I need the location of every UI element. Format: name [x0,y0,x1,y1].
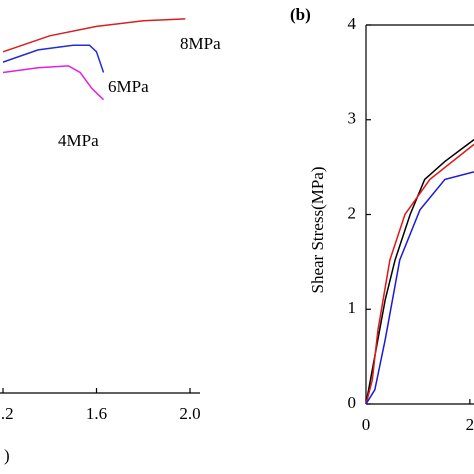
line-series [2,65,105,101]
x-tick-label: 1.6 [86,404,107,423]
panel-label: (b) [290,5,311,24]
x-tick-label: 1.2 [0,404,14,423]
y-axis-label: Shear Stress(MPa) [308,166,327,293]
line-series [365,139,474,405]
line-series [2,18,186,53]
y-tick-label: 0 [348,393,357,412]
x-axis-label: ) [4,446,10,465]
series-label: 8MPa [180,34,221,53]
line-series [365,143,474,405]
y-tick-label: 2 [348,203,357,222]
y-tick-label: 3 [348,109,357,128]
series-label: 6MPa [108,77,149,96]
x-tick-label: 0 [362,415,371,434]
line-series [365,171,474,405]
y-tick-label: 1 [348,298,357,317]
y-tick-label: 4 [348,14,357,33]
x-tick-label: 2.0 [179,404,200,423]
series-label: 4MPa [58,131,99,150]
line-series [2,44,105,73]
x-tick-label: 2 [466,415,474,434]
